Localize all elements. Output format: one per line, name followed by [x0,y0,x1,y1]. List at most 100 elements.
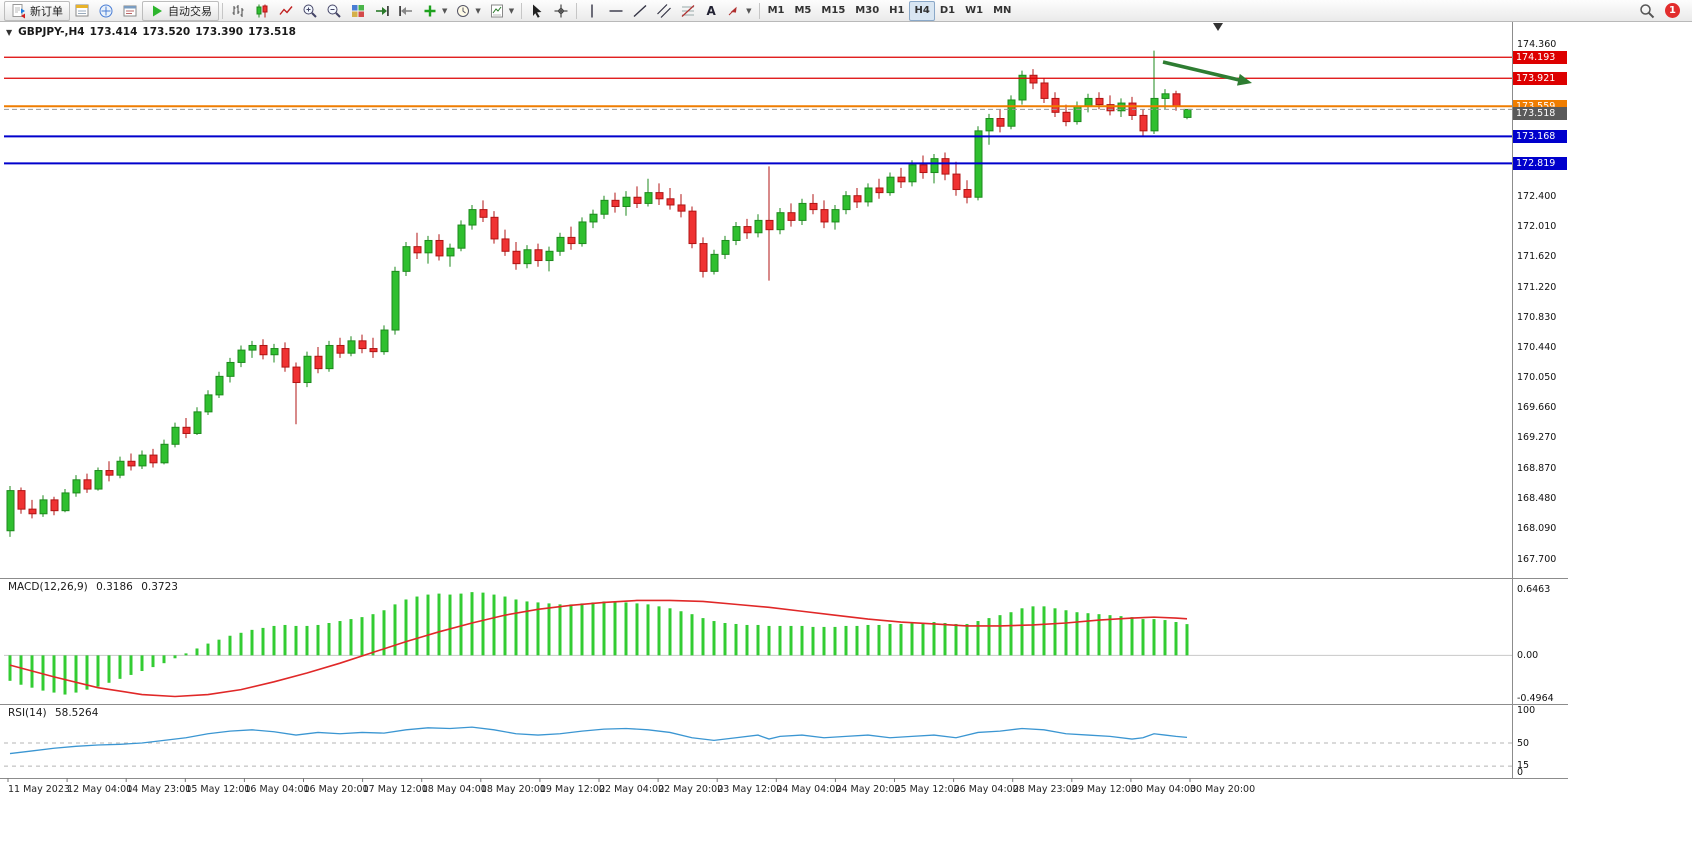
market-watch-icon [75,4,89,16]
macd-signal-value: 0.3723 [141,581,178,593]
trendline-tool-button[interactable] [628,1,652,21]
time-axis-label: 16 May 04:00 [244,784,310,795]
timeframe-w1-button[interactable]: W1 [965,5,984,16]
horizontal-line-tool-button[interactable] [604,1,628,21]
time-axis-label: 22 May 20:00 [658,784,724,795]
time-axis-label: 23 May 12:00 [717,784,783,795]
market-watch-button[interactable] [70,1,94,21]
new-order-button[interactable]: 新订单 [4,0,70,21]
zoom-in-button[interactable] [298,1,322,21]
timeframe-mn-button[interactable]: MN [993,5,1012,16]
level-price-tag: 174.193 [1513,50,1567,64]
search-icon [1640,3,1655,18]
search-button[interactable] [1635,1,1659,21]
price-scale-label: 168.870 [1517,463,1557,475]
timeframe-m5-button[interactable]: M5 [794,5,812,16]
templates-button[interactable]: ▼ [485,1,518,21]
price-scale-label: 170.830 [1517,311,1557,323]
notification-badge[interactable]: 1 [1665,3,1680,18]
cursor-tool-button[interactable] [525,1,549,21]
price-scale-label: 174.360 [1517,39,1557,51]
tile-windows-icon [352,4,364,17]
price-scale-label: 169.270 [1517,432,1557,444]
macd-main-value: 0.3186 [96,581,133,593]
new-order-label: 新订单 [30,4,63,18]
bar-chart-icon [232,4,244,17]
time-axis-label: 15 May 12:00 [185,784,251,795]
chart-shift-icon [399,5,412,16]
time-axis-label: 22 May 04:00 [599,784,665,795]
toolbar-separator [521,2,523,19]
time-axis-label: 24 May 04:00 [776,784,842,795]
price-scale-label: 170.440 [1517,342,1557,353]
text-tool-icon: A [706,3,716,18]
time-axis-label: 30 May 20:00 [1190,784,1256,795]
price-scale-label: 168.480 [1517,493,1557,505]
new-order-icon [12,3,25,18]
toolbar-separator [222,2,223,19]
arrows-tool-button[interactable]: ▼ [722,1,755,21]
chevron-down-icon: ▼ [475,6,481,15]
toolbar: 新订单 自动交易 [0,0,1692,22]
time-axis-label: 24 May 20:00 [835,784,901,795]
level-price-tag: 173.168 [1513,129,1567,143]
price-scale-label: 172.400 [1517,190,1557,202]
level-price-tag: 173.921 [1513,71,1567,85]
symbol-period-label: GBPJPY-,H4 [18,26,85,38]
macd-scale-label: -0.4964 [1517,693,1554,704]
auto-scroll-button[interactable] [370,1,394,21]
crosshair-tool-button[interactable] [549,1,573,21]
time-axis-label: 28 May 23:00 [1012,784,1078,795]
navigator-button[interactable] [94,1,118,21]
macd-scale-label: 0.6463 [1517,584,1551,595]
auto-trading-label: 自动交易 [168,4,212,18]
timeframe-m30-button[interactable]: M30 [855,5,880,16]
rsi-value: 58.5264 [54,707,99,719]
channel-tool-button[interactable] [652,1,676,21]
price-scale-label: 171.620 [1517,250,1557,262]
chart-shift-button[interactable] [394,1,418,21]
ohlc-close: 173.518 [248,26,296,38]
time-axis-label: 18 May 04:00 [421,784,487,795]
arrow-marker-icon [728,6,737,15]
periods-button[interactable]: ▼ [451,1,484,21]
candlestick-chart-button[interactable] [250,1,274,21]
toolbar-separator [576,2,578,19]
chart-menu-triangle-icon[interactable]: ▼ [6,27,13,37]
horizontal-line-icon [609,9,623,12]
rsi-title: RSI(14) [8,707,47,719]
crosshair-icon [554,4,568,17]
timeframe-group: M1 M5 M15 M30 H1 H4 D1 W1 MN [763,0,1017,21]
indicators-button[interactable]: ▼ [418,1,451,21]
current-price-tag: 173.518 [1513,106,1567,120]
zoom-out-button[interactable] [322,1,346,21]
timeframe-h4-button[interactable]: H4 [909,0,935,21]
timeframe-m1-button[interactable]: M1 [767,5,785,16]
chart-ohlc-header: ▼ GBPJPY-,H4 173.414 173.520 173.390 173… [6,26,296,38]
fibonacci-icon [681,4,695,17]
text-tool-button[interactable]: A [700,1,722,21]
tile-windows-button[interactable] [346,1,370,21]
zoom-out-icon [327,4,341,18]
auto-trading-button[interactable]: 自动交易 [142,0,219,21]
macd-title: MACD(12,26,9) [8,581,88,593]
bar-chart-button[interactable] [226,1,250,21]
timeframe-d1-button[interactable]: D1 [939,5,956,16]
fibonacci-tool-button[interactable] [676,1,700,21]
line-chart-button[interactable] [274,1,298,21]
chevron-down-icon: ▼ [442,6,448,15]
chevron-down-icon: ▼ [746,6,752,15]
terminal-icon [123,5,137,16]
time-axis-label: 19 May 12:00 [539,784,606,795]
cursor-icon [533,4,542,18]
rsi-scale-label: 50 [1517,738,1530,749]
timeframe-h1-button[interactable]: H1 [889,5,905,16]
time-axis-label: 12 May 04:00 [67,784,133,795]
clock-icon [457,4,470,17]
ohlc-high: 173.520 [142,26,191,38]
time-axis-label: 30 May 04:00 [1130,784,1197,795]
vertical-line-tool-button[interactable] [580,1,604,21]
timeframe-m15-button[interactable]: M15 [821,5,846,16]
terminal-button[interactable] [118,1,142,21]
